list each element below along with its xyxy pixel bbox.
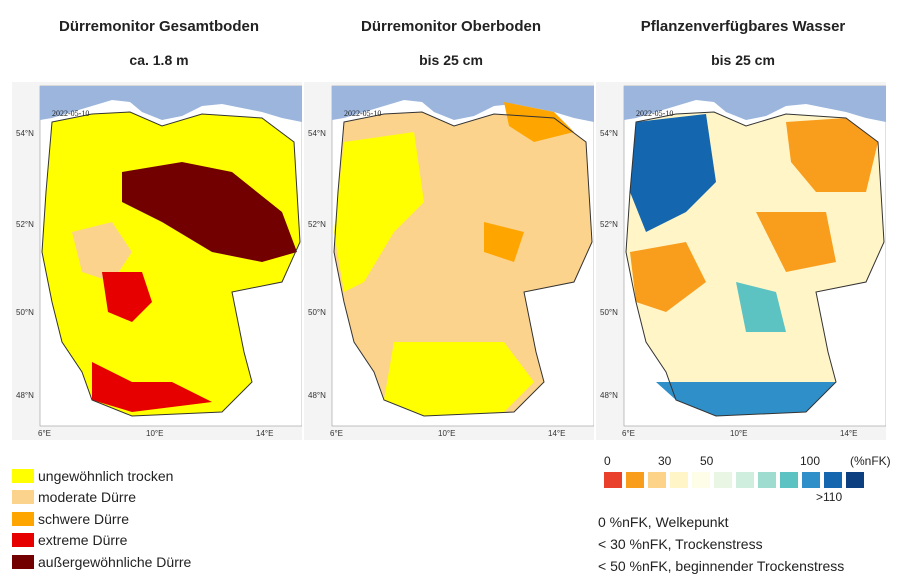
panel-title-gesamtboden: Dürremonitor Gesamtboden <box>58 18 260 35</box>
legend-swatch <box>12 512 34 526</box>
lon-label: 10°E <box>438 429 455 438</box>
lon-label: 10°E <box>146 429 163 438</box>
lat-label: 54°N <box>16 129 34 138</box>
lat-label: 48°N <box>16 391 34 400</box>
lon-label: 6°E <box>622 429 635 438</box>
scale-swatch <box>846 472 864 488</box>
scale-tick-label: 0 <box>604 454 611 468</box>
water-area-high-south <box>656 382 836 416</box>
scale-unit-label: (%nFK) <box>850 454 891 468</box>
legend-item: außergewöhnliche Dürre <box>12 552 191 572</box>
drought-area-exceptional <box>122 162 297 262</box>
sea-area <box>332 86 594 122</box>
lon-label: 14°E <box>840 429 857 438</box>
legend-swatch <box>12 490 34 504</box>
map-pflanzenwasser: 2022-05-10 54°N 52°N 50°N 48°N 6°E 10°E … <box>600 85 886 438</box>
legend-item: extreme Dürre <box>12 530 127 550</box>
panel-subtitle-oberboden: bis 25 cm <box>419 52 483 68</box>
scale-overflow-label: >110 <box>816 490 843 504</box>
scale-swatch <box>802 472 820 488</box>
lat-label: 52°N <box>308 220 326 229</box>
map-panel-pflanzenwasser: 2022-05-10 54°N 52°N 50°N 48°N 6°E 10°E … <box>596 82 886 440</box>
scale-tick-label: 30 <box>658 454 672 468</box>
lon-label: 14°E <box>548 429 565 438</box>
lat-label: 52°N <box>600 220 618 229</box>
drought-area-moderate <box>72 222 132 282</box>
lat-label: 48°N <box>308 391 326 400</box>
legend-item: ungewöhnlich trocken <box>12 466 173 486</box>
lat-label: 54°N <box>308 129 326 138</box>
lat-label: 50°N <box>16 308 34 317</box>
panel-title-pflanzenwasser: Pflanzenverfügbares Wasser <box>640 18 846 35</box>
map-panel-gesamtboden: 2022-05-10 54°N 52°N 50°N 48°N 6°E 10°E … <box>12 82 302 440</box>
legend-label: schwere Dürre <box>38 511 130 527</box>
water-area-low-northeast <box>786 118 878 192</box>
scale-swatch <box>714 472 732 488</box>
scale-swatch <box>780 472 798 488</box>
lon-label: 6°E <box>38 429 51 438</box>
drought-area-extreme-south <box>92 362 212 412</box>
legend-item: moderate Dürre <box>12 487 136 507</box>
panel-subtitle-pflanzenwasser: bis 25 cm <box>711 52 775 68</box>
lon-label: 10°E <box>730 429 747 438</box>
lat-label: 52°N <box>16 220 34 229</box>
map-panel-oberboden: 2022-05-10 54°N 52°N 50°N 48°N 6°E 10°E … <box>304 82 594 440</box>
water-area-low-center <box>756 212 836 272</box>
lat-label: 54°N <box>600 129 618 138</box>
drought-area-yellow-south <box>384 342 534 416</box>
scale-tick-label: 100 <box>800 454 821 468</box>
drought-area-severe <box>504 102 574 142</box>
legend-swatch <box>12 555 34 569</box>
drought-area-extreme <box>102 272 152 322</box>
lat-label: 48°N <box>600 391 618 400</box>
map-gesamtboden: 2022-05-10 54°N 52°N 50°N 48°N 6°E 10°E … <box>16 85 302 438</box>
legend-item: schwere Dürre <box>12 509 129 529</box>
scale-swatch <box>626 472 644 488</box>
drought-area-yellow <box>334 132 424 292</box>
legend-label: extreme Dürre <box>38 532 128 548</box>
water-area-low-west <box>630 242 706 312</box>
scale-swatch <box>670 472 688 488</box>
sea-area <box>40 86 302 122</box>
scale-swatch <box>648 472 666 488</box>
note-welkepunkt: 0 %nFK, Welkepunkt <box>598 514 729 530</box>
map-date-label: 2022-05-10 <box>52 109 89 118</box>
scale-swatch <box>692 472 710 488</box>
drought-area-severe-center <box>484 222 524 262</box>
legend-swatch <box>12 533 34 547</box>
note-beginnender-trockenstress: < 50 %nFK, beginnender Trockenstress <box>598 558 845 574</box>
scale-swatch <box>736 472 754 488</box>
scale-swatch <box>604 472 622 488</box>
water-area-mid <box>736 282 786 332</box>
legend-swatch <box>12 469 34 483</box>
legend-label: ungewöhnlich trocken <box>38 468 174 484</box>
scale-swatch <box>824 472 842 488</box>
map-date-label: 2022-05-10 <box>636 109 673 118</box>
lon-label: 6°E <box>330 429 343 438</box>
lon-label: 14°E <box>256 429 273 438</box>
map-oberboden: 2022-05-10 54°N 52°N 50°N 48°N 6°E 10°E … <box>308 85 594 438</box>
note-trockenstress: < 30 %nFK, Trockenstress <box>598 536 763 552</box>
lat-label: 50°N <box>600 308 618 317</box>
scale-swatch <box>758 472 776 488</box>
map-date-label: 2022-05-10 <box>344 109 381 118</box>
legend-label: moderate Dürre <box>38 489 137 505</box>
lat-label: 50°N <box>308 308 326 317</box>
scale-tick-label: 50 <box>700 454 714 468</box>
legend-label: außergewöhnliche Dürre <box>38 554 192 570</box>
panel-title-oberboden: Dürremonitor Oberboden <box>360 18 541 35</box>
sea-area <box>624 86 886 122</box>
water-area-high-north <box>630 114 716 232</box>
panel-subtitle-gesamtboden: ca. 1.8 m <box>129 52 189 68</box>
